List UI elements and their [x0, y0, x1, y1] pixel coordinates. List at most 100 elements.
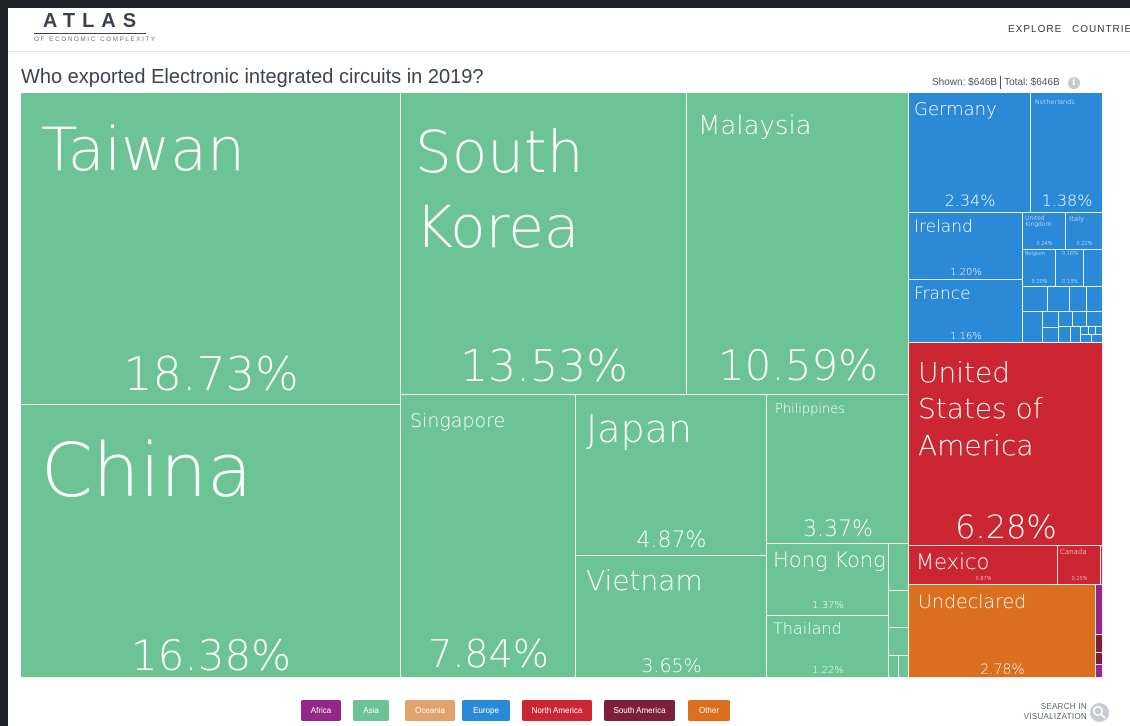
logo-title: ATLAS [42, 10, 144, 32]
atlas-logo[interactable]: ATLAS OF ECONOMIC COMPLEXITY [34, 10, 155, 43]
treemap-cell-singapore[interactable]: Singapore 7.84% [401, 395, 576, 678]
cell-share: 13.53% [460, 341, 628, 392]
cell-label: France [914, 284, 971, 304]
treemap-cell-europe-small[interactable] [1087, 312, 1103, 327]
cell-label: Thailand [773, 619, 842, 638]
cell-share: 1.22% [812, 665, 844, 676]
nav-countries-link[interactable]: COUNTRIES [1072, 24, 1130, 35]
treemap-cell-europe-small[interactable] [1087, 287, 1103, 312]
totals-divider [1000, 76, 1002, 89]
treemap-cell-north-america-small[interactable] [1101, 546, 1103, 585]
cell-share: 2.78% [980, 662, 1025, 678]
nav-explore-link[interactable]: EXPLORE [1008, 24, 1063, 35]
treemap-cell-belgium[interactable]: Belgium 0.20% [1023, 250, 1056, 287]
cell-share: 0.22% [1076, 241, 1093, 247]
treemap-cell-philippines[interactable]: Philippines 3.37% [767, 395, 909, 544]
treemap-cell-europe-small[interactable] [1089, 327, 1096, 335]
treemap-cell-netherlands[interactable]: Netherlands 1.38% [1031, 93, 1103, 213]
treemap-cell-vietnam[interactable]: Vietnam 3.65% [576, 556, 767, 678]
cell-label: Canada [1060, 548, 1087, 556]
treemap-cell-europe-small[interactable] [1092, 335, 1103, 343]
cell-share: 0.16% [1062, 251, 1078, 257]
cell-label: Hong Kong [773, 548, 886, 572]
total-value: $646B [1030, 77, 1060, 88]
treemap-cell-hong-kong[interactable]: Hong Kong 1.37% [767, 544, 889, 616]
treemap-cell-asia-small[interactable] [889, 628, 909, 656]
cell-share: 6.28% [955, 508, 1057, 546]
info-icon[interactable]: i [1067, 76, 1080, 89]
cell-share: 18.73% [123, 347, 299, 401]
treemap-cell-ireland[interactable]: Ireland 1.20% [909, 213, 1023, 280]
legend-south-america[interactable]: South America [604, 700, 675, 721]
treemap-cell-europe-small[interactable] [1096, 327, 1103, 335]
legend-north-america[interactable]: North America [522, 700, 592, 721]
legend-label: Europe [473, 706, 499, 715]
cell-label: Philippines [775, 402, 846, 417]
cell-share: 7.84% [428, 632, 549, 676]
treemap-cell-europe-small[interactable] [1059, 312, 1073, 327]
treemap-cell-malaysia[interactable]: Malaysia 10.59% [687, 93, 909, 395]
treemap-cell-germany[interactable]: Germany 2.34% [909, 93, 1031, 213]
legend-asia[interactable]: Asia [353, 700, 389, 721]
treemap-cell-europe-small[interactable] [1070, 287, 1087, 312]
treemap-cell-france[interactable]: France 1.16% [909, 280, 1023, 343]
treemap-cell-italy[interactable]: Italy 0.22% [1066, 213, 1103, 250]
treemap-cell-africa-small[interactable] [1096, 665, 1103, 678]
treemap-cell-south-america-small[interactable] [1096, 653, 1103, 665]
search-icon[interactable] [1090, 703, 1109, 722]
cell-label: Malaysia [698, 111, 812, 141]
cell-share: 0.87% [975, 576, 992, 582]
treemap-cell-japan[interactable]: Japan 4.87% [576, 395, 767, 556]
app-frame: ATLAS OF ECONOMIC COMPLEXITY EXPLORE COU… [8, 8, 1130, 726]
treemap-cell-europe-small[interactable] [1023, 312, 1043, 343]
cell-label: Ireland [914, 217, 973, 237]
cell-share: 0.13% [1062, 279, 1078, 285]
legend-africa[interactable]: Africa [301, 700, 341, 721]
treemap-cell-europe-small[interactable] [1048, 287, 1070, 312]
treemap-cell-usa[interactable]: United States of America 6.28% [909, 343, 1103, 546]
treemap-cell-united-kingdom[interactable]: United Kingdom 0.24% [1023, 213, 1066, 250]
shown-value: $646B [968, 77, 998, 88]
cell-label: Japan [586, 407, 692, 451]
treemap-cell-europe-small[interactable] [1073, 312, 1087, 327]
legend-other[interactable]: Other [688, 700, 730, 721]
legend-oceania[interactable]: Oceania [405, 700, 455, 721]
treemap-cell-canada[interactable]: Canada 0.25% [1058, 546, 1101, 585]
treemap-cell-europe-small[interactable]: 0.16% 0.13% [1056, 250, 1084, 287]
cell-label: Netherlands [1035, 98, 1075, 106]
treemap-cell-thailand[interactable]: Thailand 1.22% [767, 616, 889, 678]
cell-share: 0.24% [1036, 241, 1053, 247]
cell-label: Germany [914, 99, 997, 120]
treemap-cell-asia-small[interactable] [889, 656, 899, 678]
legend-label: Africa [310, 706, 332, 715]
treemap-cell-europe-small[interactable] [1071, 327, 1081, 343]
treemap-cell-undeclared[interactable]: Undeclared 2.78% [909, 585, 1096, 678]
cell-label: Undeclared [918, 591, 1027, 613]
treemap-cell-africa-small[interactable] [1096, 585, 1103, 635]
treemap-cell-europe-small[interactable] [1081, 327, 1089, 335]
treemap-cell-asia-small[interactable] [889, 591, 909, 628]
treemap-cell-asia-small[interactable] [899, 656, 909, 678]
cell-share: 0.25% [1071, 576, 1088, 582]
trade-totals: Shown: $646B Total: $646B i [932, 76, 1080, 89]
search-label-line1: SEARCH IN [1040, 702, 1087, 711]
top-navigation-bar: ATLAS OF ECONOMIC COMPLEXITY EXPLORE COU… [8, 8, 1130, 52]
treemap-cell-europe-small[interactable] [1084, 250, 1103, 287]
search-in-visualization[interactable]: SEARCH IN VISUALIZATION [1013, 702, 1113, 726]
treemap-cell-europe-small[interactable] [1059, 327, 1071, 343]
treemap-cell-europe-small[interactable] [1023, 287, 1048, 312]
cell-label: Mexico [916, 550, 990, 574]
treemap-cell-south-korea[interactable]: South Korea 13.53% [401, 93, 687, 395]
treemap-cell-europe-small[interactable] [1043, 328, 1059, 343]
treemap-cell-taiwan[interactable]: Taiwan 18.73% [21, 93, 401, 405]
legend-europe[interactable]: Europe [462, 700, 510, 721]
treemap-cell-europe-small[interactable] [1081, 335, 1092, 343]
treemap-cell-south-america-small[interactable] [1096, 635, 1103, 653]
treemap-cell-mexico[interactable]: Mexico 0.87% [909, 546, 1058, 585]
cell-share: 0.20% [1031, 279, 1048, 285]
cell-label: Vietnam [586, 564, 703, 597]
treemap-cell-china[interactable]: China 16.38% [21, 405, 401, 678]
treemap-cell-europe-small[interactable] [1043, 312, 1059, 328]
treemap-cell-asia-small[interactable] [889, 544, 909, 591]
cell-label: China [41, 428, 253, 514]
